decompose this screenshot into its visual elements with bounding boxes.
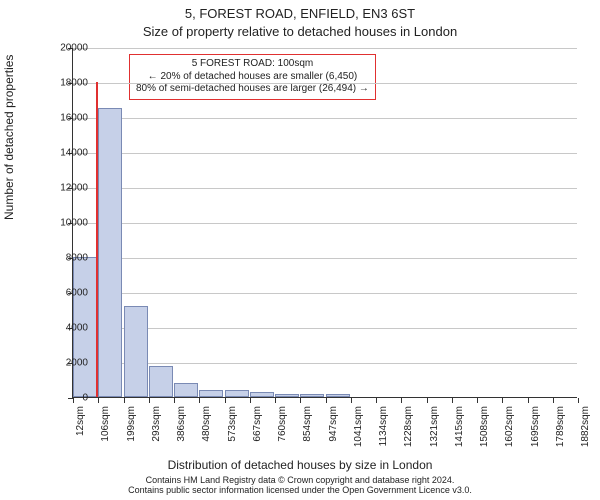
x-tick-label: 480sqm [201,406,212,456]
x-tick-label: 1508sqm [479,406,490,456]
x-tick-mark [174,398,175,403]
x-axis-label: Distribution of detached houses by size … [0,458,600,472]
x-tick-mark [578,398,579,403]
x-tick-mark [427,398,428,403]
histogram-bar [124,306,148,397]
x-tick-mark [553,398,554,403]
x-tick-mark [326,398,327,403]
x-tick-label: 293sqm [151,406,162,456]
chart-container: 5, FOREST ROAD, ENFIELD, EN3 6ST Size of… [0,0,600,500]
x-tick-label: 947sqm [328,406,339,456]
x-tick-label: 1228sqm [403,406,414,456]
histogram-bar [149,366,173,398]
x-tick-label: 1789sqm [555,406,566,456]
x-tick-label: 1415sqm [454,406,465,456]
x-tick-label: 12sqm [75,406,86,456]
histogram-bar [300,394,324,397]
y-tick-label: 14000 [38,148,88,159]
gridline [73,48,577,49]
y-tick-label: 4000 [38,323,88,334]
x-tick-label: 386sqm [176,406,187,456]
x-tick-mark [452,398,453,403]
x-tick-label: 199sqm [126,406,137,456]
callout-line-2: ← 20% of detached houses are smaller (6,… [136,71,369,84]
x-tick-label: 106sqm [100,406,111,456]
gridline [73,293,577,294]
x-tick-mark [351,398,352,403]
gridline [73,188,577,189]
gridline [73,118,577,119]
y-tick-label: 20000 [38,43,88,54]
x-tick-mark [300,398,301,403]
callout-line-3: 80% of semi-detached houses are larger (… [136,83,369,96]
x-tick-mark [124,398,125,403]
x-tick-label: 667sqm [252,406,263,456]
y-tick-label: 6000 [38,288,88,299]
histogram-bar [275,394,299,398]
footer: Contains HM Land Registry data © Crown c… [0,476,600,496]
x-tick-mark [275,398,276,403]
x-tick-mark [250,398,251,403]
histogram-bar [225,390,249,397]
y-tick-label: 16000 [38,113,88,124]
x-tick-label: 760sqm [277,406,288,456]
x-tick-mark [376,398,377,403]
callout-line-1: 5 FOREST ROAD: 100sqm [136,58,369,71]
x-tick-label: 1602sqm [504,406,515,456]
x-tick-mark [528,398,529,403]
y-tick-label: 18000 [38,78,88,89]
x-tick-mark [149,398,150,403]
y-axis-label: Number of detached properties [2,55,16,220]
x-tick-mark [477,398,478,403]
x-tick-label: 854sqm [302,406,313,456]
title-sub: Size of property relative to detached ho… [0,24,600,39]
plot-area: 5 FOREST ROAD: 100sqm ← 20% of detached … [72,48,577,398]
y-tick-label: 10000 [38,218,88,229]
x-tick-label: 1321sqm [429,406,440,456]
y-tick-label: 0 [38,393,88,404]
x-tick-label: 1041sqm [353,406,364,456]
gridline [73,328,577,329]
x-tick-label: 573sqm [227,406,238,456]
x-tick-mark [225,398,226,403]
gridline [73,363,577,364]
gridline [73,83,577,84]
title-main: 5, FOREST ROAD, ENFIELD, EN3 6ST [0,6,600,21]
gridline [73,223,577,224]
x-tick-mark [401,398,402,403]
histogram-bar [326,394,350,397]
callout-box: 5 FOREST ROAD: 100sqm ← 20% of detached … [129,54,376,100]
gridline [73,153,577,154]
histogram-bar [174,383,198,397]
histogram-bar [250,392,274,397]
y-tick-label: 8000 [38,253,88,264]
footer-line-2: Contains public sector information licen… [0,486,600,496]
gridline [73,258,577,259]
x-tick-label: 1134sqm [378,406,389,456]
histogram-bar [98,108,122,397]
marker-line [96,82,98,397]
x-tick-mark [502,398,503,403]
x-tick-label: 1882sqm [580,406,591,456]
x-tick-mark [98,398,99,403]
y-tick-label: 12000 [38,183,88,194]
x-tick-label: 1695sqm [530,406,541,456]
histogram-bar [199,390,223,397]
x-tick-mark [199,398,200,403]
y-tick-label: 2000 [38,358,88,369]
